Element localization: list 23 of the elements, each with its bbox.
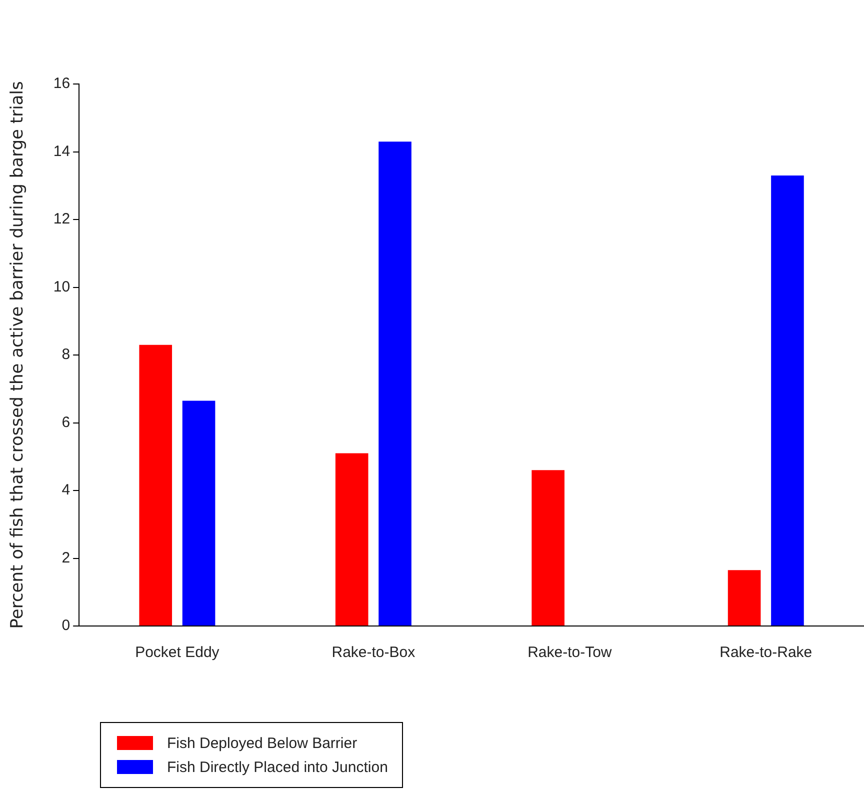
bar xyxy=(378,142,412,626)
y-tick-label: 14 xyxy=(53,142,70,160)
legend-label: Fish Deployed Below Barrier xyxy=(167,734,358,752)
bar xyxy=(728,570,761,626)
bar xyxy=(335,453,368,626)
y-tick-label: 10 xyxy=(53,278,70,296)
x-tick-label: Rake-to-Tow xyxy=(528,644,612,662)
bar xyxy=(182,400,216,626)
y-axis-title: Percent of fish that crossed the active barrier during barge trials xyxy=(8,81,28,629)
y-tick-label: 0 xyxy=(62,617,70,634)
y-tick-label: 16 xyxy=(53,75,70,92)
bar xyxy=(139,344,172,626)
y-tick-label: 12 xyxy=(53,210,70,228)
legend-label: Fish Directly Placed into Junction xyxy=(167,758,388,776)
bar xyxy=(532,470,564,626)
x-tick-label: Pocket Eddy xyxy=(135,644,220,662)
x-tick-label: Rake-to-Rake xyxy=(720,644,812,662)
y-tick-label: 2 xyxy=(62,549,70,566)
y-tick-label: 4 xyxy=(62,482,70,499)
y-tick-label: 8 xyxy=(62,346,70,364)
y-tick-label: 6 xyxy=(62,414,70,431)
x-tick-label: Rake-to-Box xyxy=(332,644,416,662)
bar xyxy=(771,175,804,626)
